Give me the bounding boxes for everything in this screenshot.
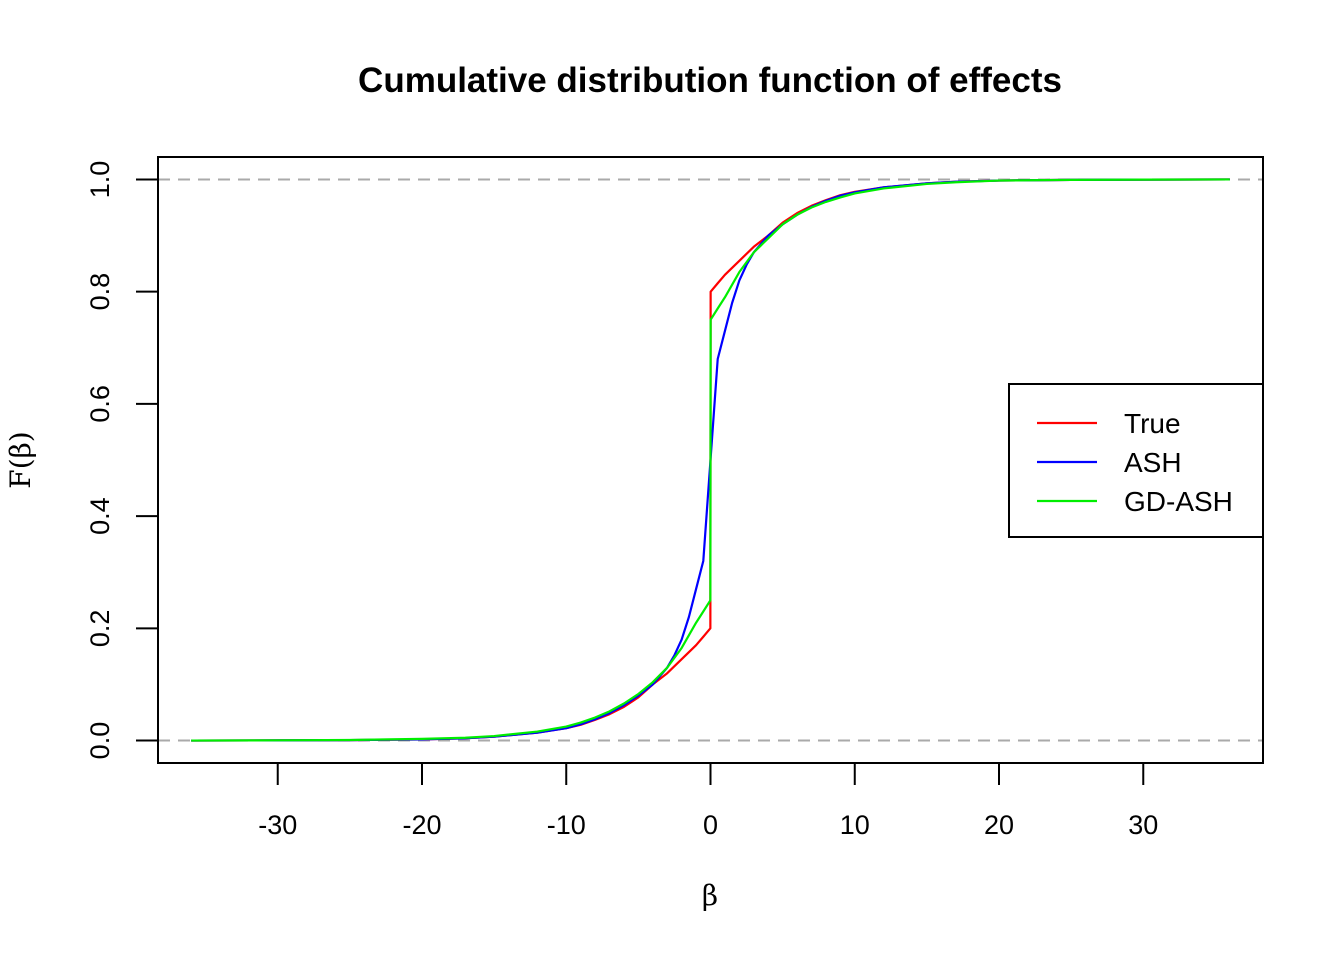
series-line-gd-ash xyxy=(191,178,1230,742)
legend: True ASH GD-ASH xyxy=(1008,383,1264,538)
legend-label-ash: ASH xyxy=(1124,447,1182,478)
x-tick-label-6: 30 xyxy=(1128,810,1158,840)
chart-title: Cumulative distribution function of effe… xyxy=(358,61,1062,100)
y-axis-label: F(β) xyxy=(4,431,37,488)
legend-label-true: True xyxy=(1124,408,1181,439)
y-axis: 0.0 0.2 0.4 0.6 0.8 1.0 xyxy=(85,161,158,760)
y-tick-label-1: 0.2 xyxy=(85,610,115,648)
series-layer xyxy=(191,178,1230,742)
x-axis-label: β xyxy=(702,879,718,912)
x-tick-label-4: 10 xyxy=(840,810,870,840)
y-tick-label-5: 1.0 xyxy=(85,161,115,199)
y-tick-label-4: 0.8 xyxy=(85,273,115,311)
x-tick-label-5: 20 xyxy=(984,810,1014,840)
x-axis: -30 -20 -10 0 10 20 30 xyxy=(258,763,1158,840)
y-tick-label-2: 0.4 xyxy=(85,497,115,535)
legend-label-gd-ash: GD-ASH xyxy=(1124,486,1233,517)
x-tick-label-0: -30 xyxy=(258,810,297,840)
y-tick-label-3: 0.6 xyxy=(85,385,115,423)
legend-box xyxy=(1008,383,1264,538)
x-tick-label-2: -10 xyxy=(547,810,586,840)
x-tick-label-3: 0 xyxy=(703,810,718,840)
y-tick-label-0: 0.0 xyxy=(85,722,115,760)
x-tick-label-1: -20 xyxy=(402,810,441,840)
